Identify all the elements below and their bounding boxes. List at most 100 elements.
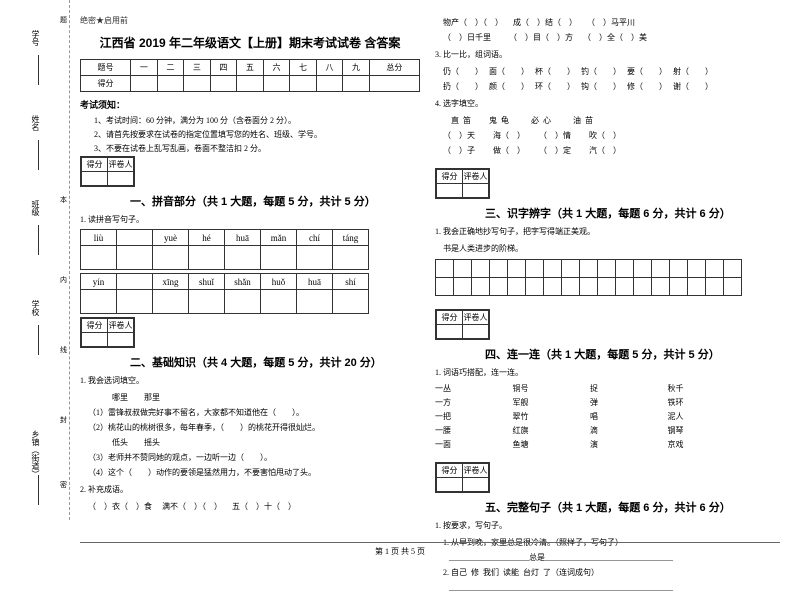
text: （ ）日千里 （ ）目（ ）方 （ ）全（ ）美 bbox=[435, 30, 785, 45]
confidential-label: 绝密★启用前 bbox=[80, 15, 420, 26]
cell bbox=[117, 230, 153, 246]
cell: yuè bbox=[153, 230, 189, 246]
field-class: 班级 bbox=[30, 200, 41, 216]
notice-item: 3、不要在试卷上乱写乱画，卷面不整洁扣 2 分。 bbox=[94, 142, 420, 156]
text: （1）雷锋叔叔做完好事不留名，大家都不知道他在（ ）。 bbox=[80, 405, 420, 420]
cell: 五 bbox=[237, 60, 264, 76]
cell: huā bbox=[297, 274, 333, 290]
exam-title: 江西省 2019 年二年级语文【上册】期末考试试卷 含答案 bbox=[80, 34, 420, 51]
cell: 评卷人 bbox=[463, 170, 489, 184]
grader-box: 得分评卷人 bbox=[80, 156, 135, 187]
question: 4. 选字填空。 bbox=[435, 97, 785, 110]
cell: 四 bbox=[210, 60, 237, 76]
match-col-a: 一丛一方一把一腰一面 bbox=[435, 382, 510, 452]
cell: huǒ bbox=[261, 274, 297, 290]
cell: shuǐ bbox=[189, 274, 225, 290]
cell: shí bbox=[333, 274, 369, 290]
text: 直 笛 鬼 龟 必 心 油 苗 bbox=[435, 113, 785, 128]
grader-box: 得分评卷人 bbox=[435, 462, 490, 493]
cell: hé bbox=[189, 230, 225, 246]
cell: yín bbox=[81, 274, 117, 290]
text: （ ）衣（ ）食 满不（ ）（ ） 五（ ）十（ ） bbox=[80, 499, 420, 514]
text: （3）老师并不赞同她的观点，一边听一边（ ）。 bbox=[80, 450, 420, 465]
notice-item: 1、考试时间：60 分钟，满分为 100 分（含卷面分 2 分）。 bbox=[94, 114, 420, 128]
page-footer: 第 1 页 共 5 页 bbox=[0, 546, 800, 557]
match-col-b: 铜号军舰翠竹红旗鱼塘 bbox=[513, 382, 588, 452]
cell: 评卷人 bbox=[108, 319, 134, 333]
cell: 七 bbox=[290, 60, 317, 76]
footer-rule bbox=[80, 542, 780, 543]
writing-grid bbox=[435, 259, 742, 296]
cell: 评卷人 bbox=[108, 158, 134, 172]
text: 2. 自己 修 我们 读能 台灯 了（连词成句） bbox=[435, 565, 785, 580]
notice-item: 2、请首先按要求在试卷的指定位置填写您的姓名、班级、学号。 bbox=[94, 128, 420, 142]
section-4-title: 四、连一连（共 1 大题，每题 5 分，共计 5 分） bbox=[485, 346, 785, 362]
cell: 得分 bbox=[82, 158, 108, 172]
text: 书是人类进步的阶梯。 bbox=[435, 241, 785, 256]
right-column: 物产（ ）（ ） 成（ ）结（ ） （ ）马平川 （ ）日千里 （ ）目（ ）方… bbox=[435, 15, 785, 595]
text: （4）这个（ ）动作的要领是猛然用力，不要害怕甩动了头。 bbox=[80, 465, 420, 480]
cutmark: 密 bbox=[60, 480, 67, 490]
line bbox=[38, 140, 39, 170]
notice-header: 考试须知： bbox=[80, 98, 420, 111]
cutmark: 内 bbox=[60, 275, 67, 285]
score-table: 题号 一 二 三 四 五 六 七 八 九 总分 得分 bbox=[80, 59, 420, 92]
text: 扔（ ） 颜（ ） 环（ ） 钩（ ） 修（ ） 谢（ ） bbox=[435, 79, 785, 94]
line bbox=[38, 475, 39, 505]
text: ________________________________________… bbox=[435, 580, 785, 595]
cutmark: 本 bbox=[60, 195, 67, 205]
section-3-title: 三、识字辨字（共 1 大题，每题 6 分，共计 6 分） bbox=[485, 205, 785, 221]
pinyin-table-2: yín xīng shuǐ shǎn huǒ huā shí bbox=[80, 273, 369, 314]
text: 低头 摇头 bbox=[80, 435, 420, 450]
cell: 评卷人 bbox=[463, 464, 489, 478]
cell: 题号 bbox=[81, 60, 131, 76]
cell: liù bbox=[81, 230, 117, 246]
text: 哪里 那里 bbox=[80, 390, 420, 405]
grader-box: 得分评卷人 bbox=[435, 168, 490, 199]
cutmark: 线 bbox=[60, 345, 67, 355]
cell: 总分 bbox=[369, 60, 419, 76]
cutmark: 题 bbox=[60, 15, 67, 25]
cell: 评卷人 bbox=[463, 311, 489, 325]
binding-margin: 学号 姓名 班级 学校 乡镇（街道） 题 本 内 线 封 密 bbox=[0, 0, 70, 520]
cell: 八 bbox=[316, 60, 343, 76]
question: 1. 我会选词填空。 bbox=[80, 374, 420, 387]
cell: 二 bbox=[157, 60, 184, 76]
cell: 得分 bbox=[81, 76, 131, 92]
field-name: 姓名 bbox=[30, 115, 41, 131]
notice-list: 1、考试时间：60 分钟，满分为 100 分（含卷面分 2 分）。 2、请首先按… bbox=[80, 114, 420, 156]
cell: 得分 bbox=[437, 170, 463, 184]
section-5-title: 五、完整句子（共 1 大题，每题 6 分，共计 6 分） bbox=[485, 499, 785, 515]
line bbox=[38, 55, 39, 85]
question: 1. 我会正确地抄写句子，把字写得端正美观。 bbox=[435, 225, 785, 238]
question: 2. 补充成语。 bbox=[80, 483, 420, 496]
match-col-c: 捉弹唱滴演 bbox=[590, 382, 665, 452]
cell: huā bbox=[225, 230, 261, 246]
match-col-d: 秋千铁环泥人钢琴京戏 bbox=[668, 382, 743, 452]
field-student-id: 学号 bbox=[30, 30, 41, 46]
text: 仍（ ） 面（ ） 杯（ ） 钓（ ） 要（ ） 射（ ） bbox=[435, 64, 785, 79]
text: （ ）子 做（ ） （ ）定 汽（ ） bbox=[435, 143, 785, 158]
field-school: 学校 bbox=[30, 300, 41, 316]
cell bbox=[117, 274, 153, 290]
cell: 三 bbox=[184, 60, 211, 76]
grader-box: 得分评卷人 bbox=[435, 309, 490, 340]
cell: 得分 bbox=[437, 311, 463, 325]
section-1-title: 一、拼音部分（共 1 大题，每题 5 分，共计 5 分） bbox=[130, 193, 420, 209]
cell: chí bbox=[297, 230, 333, 246]
cell: 得分 bbox=[437, 464, 463, 478]
cell: 一 bbox=[131, 60, 158, 76]
grader-box: 得分评卷人 bbox=[80, 317, 135, 348]
field-town: 乡镇（街道） bbox=[30, 430, 41, 478]
line bbox=[38, 325, 39, 355]
section-2-title: 二、基础知识（共 4 大题，每题 5 分，共计 20 分） bbox=[130, 354, 420, 370]
question: 1. 词语巧搭配，连一连。 bbox=[435, 366, 785, 379]
question: 3. 比一比，组词语。 bbox=[435, 48, 785, 61]
matching-block: 一丛一方一把一腰一面 铜号军舰翠竹红旗鱼塘 捉弹唱滴演 秋千铁环泥人钢琴京戏 bbox=[435, 382, 785, 452]
pinyin-table-1: liù yuè hé huā mǎn chí táng bbox=[80, 229, 369, 270]
question: 1. 读拼音写句子。 bbox=[80, 213, 420, 226]
cell: mǎn bbox=[261, 230, 297, 246]
text: （ ）天 海（ ） （ ）情 吹（ ） bbox=[435, 128, 785, 143]
question: 1. 按要求，写句子。 bbox=[435, 519, 785, 532]
line bbox=[38, 225, 39, 255]
